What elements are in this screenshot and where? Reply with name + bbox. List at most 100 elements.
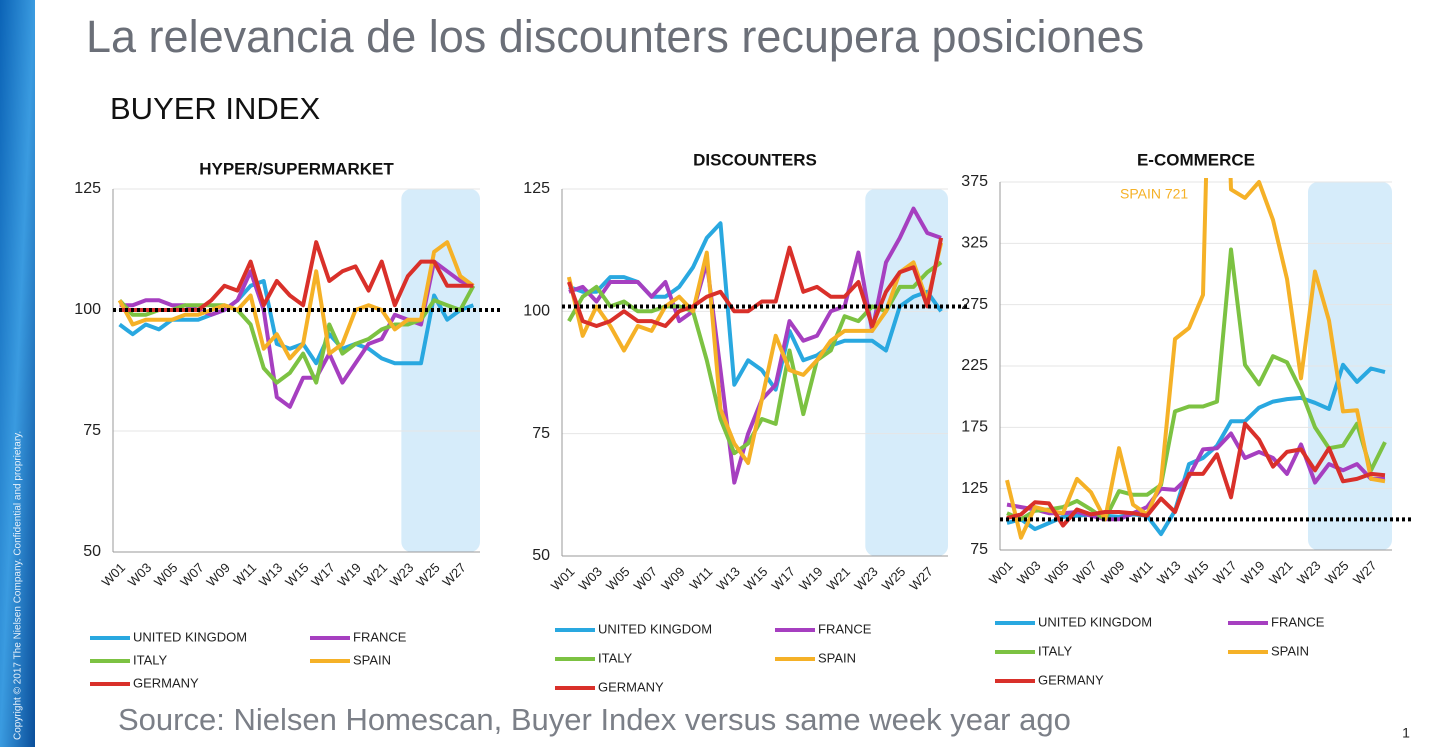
x-tick-label: W25 xyxy=(879,564,909,594)
side-strip xyxy=(0,0,35,747)
y-tick-label: 50 xyxy=(83,543,101,560)
x-tick-label: W11 xyxy=(686,564,715,593)
x-tick-label: W21 xyxy=(1266,558,1296,588)
x-tick-label: W11 xyxy=(230,560,259,589)
x-tick-label: W07 xyxy=(631,564,661,594)
slide-title: La relevancia de los discounters recuper… xyxy=(86,11,1144,62)
x-tick-label: W17 xyxy=(1210,558,1240,588)
x-tick-label: W15 xyxy=(1182,558,1212,588)
x-tick-label: W17 xyxy=(308,560,338,590)
x-tick-label: W13 xyxy=(256,560,286,590)
plot-lines xyxy=(117,240,476,409)
x-tick-label: W03 xyxy=(576,564,606,594)
x-tick-label: W13 xyxy=(1154,558,1184,588)
chart-title: HYPER/SUPERMARKET xyxy=(199,159,394,178)
x-tick-label: W23 xyxy=(387,560,417,590)
y-tick-label: 225 xyxy=(961,357,988,374)
legend-label: UNITED KINGDOM xyxy=(598,621,712,636)
x-tick-label: W01 xyxy=(99,560,129,590)
legend-label: GERMANY xyxy=(1038,672,1104,687)
legend-label: FRANCE xyxy=(1271,614,1325,629)
series-line xyxy=(1006,421,1386,528)
legend-label: GERMANY xyxy=(133,675,199,690)
legend-label: ITALY xyxy=(598,650,633,665)
series-line xyxy=(117,240,475,361)
legend-label: UNITED KINGDOM xyxy=(133,629,247,644)
series-line xyxy=(118,284,476,385)
x-tick-label: W15 xyxy=(741,564,771,594)
y-tick-label: 125 xyxy=(961,480,988,497)
legend-label: FRANCE xyxy=(353,629,407,644)
x-tick-label: W23 xyxy=(1294,558,1324,588)
x-tick-label: W09 xyxy=(203,560,233,590)
x-tick-label: W05 xyxy=(1042,558,1072,588)
y-tick-label: 75 xyxy=(532,425,550,442)
highlight-band xyxy=(865,189,948,556)
x-tick-label: W19 xyxy=(796,564,826,594)
legend-label: SPAIN xyxy=(818,650,856,665)
x-tick-label: W03 xyxy=(125,560,155,590)
y-tick-label: 50 xyxy=(532,547,550,564)
x-tick-label: W19 xyxy=(335,560,365,590)
y-tick-label: 325 xyxy=(961,235,988,252)
y-tick-label: 175 xyxy=(961,419,988,436)
x-tick-label: W21 xyxy=(361,560,391,590)
x-tick-label: W09 xyxy=(1098,558,1128,588)
series-line xyxy=(568,206,942,485)
legend-label: ITALY xyxy=(1038,643,1073,658)
legend-label: FRANCE xyxy=(818,621,872,636)
y-tick-label: 375 xyxy=(961,173,988,190)
y-tick-label: 125 xyxy=(523,180,550,197)
source: Source: Nielsen Homescan, Buyer Index ve… xyxy=(118,702,1071,737)
x-tick-label: W05 xyxy=(603,564,633,594)
y-tick-label: 100 xyxy=(523,303,550,320)
x-tick-label: W27 xyxy=(1350,558,1380,588)
series-line xyxy=(1006,431,1385,522)
plot-lines xyxy=(1005,178,1387,540)
legend-label: SPAIN xyxy=(1271,643,1309,658)
x-tick-label: W19 xyxy=(1238,558,1268,588)
series-line xyxy=(568,221,943,392)
y-tick-label: 275 xyxy=(961,296,988,313)
x-tick-label: W05 xyxy=(151,560,181,590)
legend-label: UNITED KINGDOM xyxy=(1038,614,1152,629)
chart: E-COMMERCE75125175225275325375W01W03W05W… xyxy=(961,150,1412,687)
chart-title: E-COMMERCE xyxy=(1137,150,1255,169)
legend-label: GERMANY xyxy=(598,679,664,694)
x-tick-label: W25 xyxy=(1322,558,1352,588)
annotation: SPAIN 721 xyxy=(1120,186,1188,202)
chart: HYPER/SUPERMARKET5075100125W01W03W05W07W… xyxy=(74,159,500,690)
y-tick-label: 75 xyxy=(83,422,101,439)
chart: DISCOUNTERS5075100125W01W03W05W07W09W11W… xyxy=(523,150,968,694)
legend-label: SPAIN xyxy=(353,652,391,667)
x-tick-label: W11 xyxy=(1127,558,1156,587)
x-tick-label: W07 xyxy=(177,560,207,590)
series-line xyxy=(1006,247,1387,522)
x-tick-label: W27 xyxy=(439,560,469,590)
copyright: Copyright © 2017 The Nielsen Company. Co… xyxy=(13,431,24,740)
y-tick-label: 75 xyxy=(970,541,988,558)
x-tick-label: W07 xyxy=(1070,558,1100,588)
subtitle: BUYER INDEX xyxy=(110,91,320,126)
x-tick-label: W13 xyxy=(713,564,743,594)
series-line xyxy=(119,240,474,312)
x-tick-label: W17 xyxy=(769,564,799,594)
chart-title: DISCOUNTERS xyxy=(693,150,817,169)
y-tick-label: 100 xyxy=(74,301,101,318)
legend-label: ITALY xyxy=(133,652,168,667)
x-tick-label: W01 xyxy=(986,558,1016,588)
highlight-band xyxy=(401,189,480,552)
x-tick-label: W21 xyxy=(824,564,854,594)
x-tick-label: W09 xyxy=(658,564,688,594)
y-tick-label: 125 xyxy=(74,180,101,197)
x-tick-label: W01 xyxy=(548,564,578,594)
x-tick-label: W27 xyxy=(906,564,936,594)
x-tick-label: W15 xyxy=(282,560,312,590)
series-line xyxy=(566,242,944,465)
x-tick-label: W03 xyxy=(1014,558,1044,588)
series-line xyxy=(118,279,475,366)
series-line xyxy=(1005,178,1386,540)
x-tick-label: W25 xyxy=(413,560,443,590)
page-number: 1 xyxy=(1402,725,1410,741)
